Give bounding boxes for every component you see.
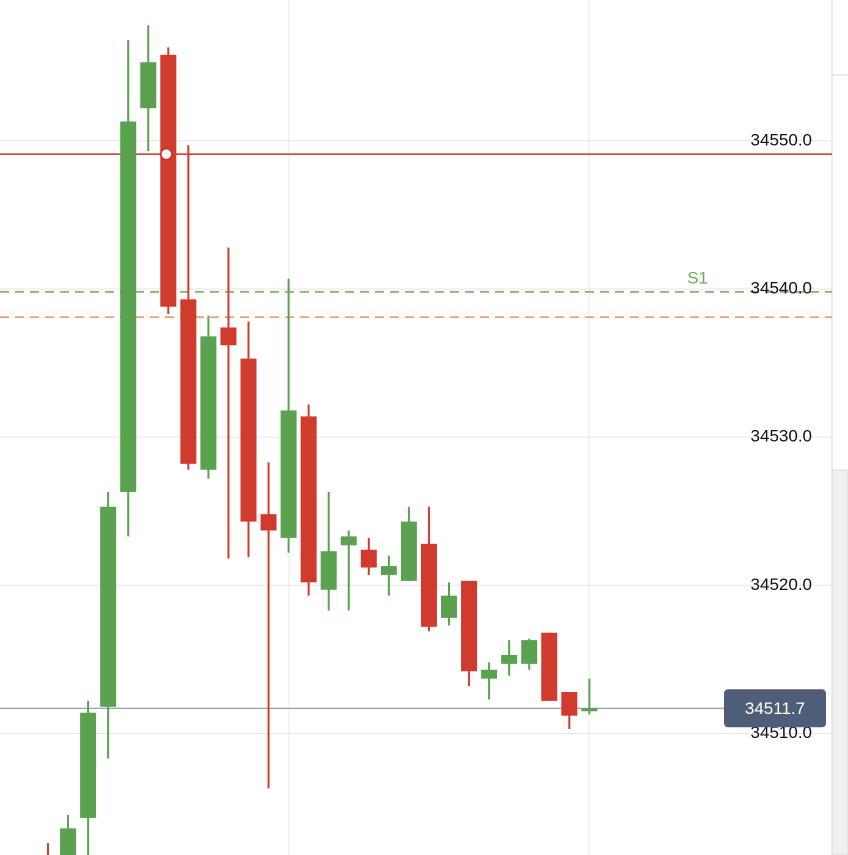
candle-body: [80, 712, 97, 818]
candle-body: [160, 54, 177, 307]
candle: [501, 640, 518, 676]
candle: [160, 47, 177, 315]
candle-body: [461, 580, 478, 672]
candle-body: [501, 654, 518, 664]
candle: [561, 692, 578, 730]
candle-body: [481, 669, 498, 679]
y-tick-label: 34550.0: [751, 130, 812, 149]
candle: [461, 580, 478, 687]
candle: [47, 843, 49, 855]
candle: [100, 491, 117, 759]
candle-body: [581, 708, 598, 712]
candle-body: [120, 121, 137, 492]
candle-body: [180, 299, 197, 464]
candle-body: [420, 543, 437, 627]
candle: [441, 582, 457, 626]
candle: [340, 530, 357, 611]
candle: [380, 555, 397, 596]
candle-body: [521, 640, 538, 664]
candle: [200, 315, 217, 479]
candle: [360, 537, 377, 575]
candle-body: [340, 536, 357, 546]
candle: [481, 662, 498, 700]
y-tick-label: 34510.0: [751, 723, 812, 742]
candle: [400, 506, 417, 581]
candle-body: [320, 551, 337, 590]
candle-body: [400, 521, 417, 581]
candle: [180, 145, 197, 470]
candle-body: [260, 514, 277, 531]
level-label: S1: [687, 268, 708, 287]
candle-body: [200, 336, 217, 470]
candle-body: [280, 410, 297, 538]
last-price-label: 34511.7: [745, 699, 805, 718]
y-tick-label: 34540.0: [751, 278, 812, 297]
last-price-tag: [724, 689, 826, 728]
y-tick-label: 34520.0: [751, 575, 812, 594]
candle: [541, 632, 558, 701]
candle-body: [561, 692, 578, 716]
candle-body: [220, 327, 237, 346]
candle: [420, 506, 437, 632]
candle-body: [541, 632, 558, 701]
candle-body: [300, 416, 317, 583]
candle: [80, 700, 97, 855]
candle-body: [240, 358, 257, 522]
candle-body: [441, 595, 457, 618]
candle: [60, 814, 77, 855]
candle-body: [140, 62, 157, 109]
candle: [260, 462, 277, 789]
candle: [521, 638, 538, 670]
candle: [300, 404, 317, 596]
candle: [320, 491, 337, 611]
candle-body: [60, 828, 77, 855]
candle: [140, 25, 157, 152]
candle: [240, 321, 257, 558]
candle: [280, 278, 297, 553]
candle-body: [360, 549, 377, 568]
candle: [220, 247, 237, 559]
candle-body: [100, 506, 117, 707]
level-marker: [160, 147, 173, 161]
candle: [120, 40, 137, 537]
candle: [581, 678, 598, 715]
candle-body: [380, 566, 397, 575]
y-tick-label: 34530.0: [751, 427, 812, 446]
scroll-panel[interactable]: [831, 469, 848, 855]
